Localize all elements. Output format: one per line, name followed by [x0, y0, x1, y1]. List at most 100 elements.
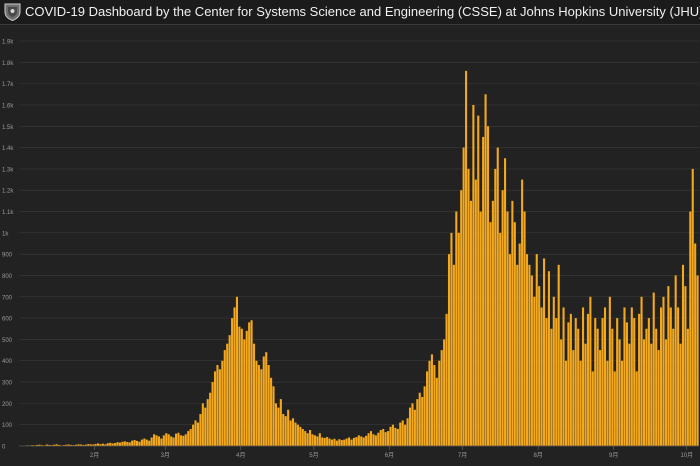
- bar[interactable]: [258, 365, 260, 446]
- bar[interactable]: [260, 369, 262, 446]
- bar[interactable]: [687, 329, 689, 446]
- bar[interactable]: [229, 335, 231, 446]
- bar[interactable]: [209, 393, 211, 446]
- bar[interactable]: [489, 222, 491, 446]
- bar[interactable]: [214, 371, 216, 446]
- bar[interactable]: [158, 436, 160, 446]
- bar[interactable]: [236, 297, 238, 446]
- bar[interactable]: [248, 322, 250, 446]
- bar[interactable]: [460, 190, 462, 446]
- bar[interactable]: [550, 329, 552, 446]
- bar[interactable]: [192, 425, 194, 446]
- bar[interactable]: [494, 169, 496, 446]
- bar[interactable]: [623, 307, 625, 446]
- bar[interactable]: [450, 233, 452, 446]
- bar[interactable]: [353, 438, 355, 446]
- bar[interactable]: [363, 437, 365, 446]
- bar[interactable]: [514, 222, 516, 446]
- bar[interactable]: [672, 329, 674, 446]
- bar[interactable]: [580, 361, 582, 446]
- bar[interactable]: [275, 403, 277, 446]
- bar[interactable]: [375, 435, 377, 446]
- bar[interactable]: [190, 429, 192, 446]
- bar[interactable]: [372, 434, 374, 446]
- bar[interactable]: [409, 408, 411, 446]
- bar[interactable]: [253, 344, 255, 446]
- bar[interactable]: [675, 275, 677, 446]
- bar[interactable]: [304, 431, 306, 446]
- bar[interactable]: [592, 371, 594, 446]
- bar[interactable]: [107, 443, 109, 446]
- bar[interactable]: [502, 190, 504, 446]
- bar[interactable]: [292, 418, 294, 446]
- bar[interactable]: [314, 435, 316, 446]
- bar[interactable]: [619, 339, 621, 446]
- bar[interactable]: [455, 212, 457, 446]
- bar[interactable]: [416, 399, 418, 446]
- bar[interactable]: [660, 307, 662, 446]
- bar[interactable]: [343, 440, 345, 446]
- bar[interactable]: [177, 433, 179, 446]
- bar[interactable]: [294, 423, 296, 446]
- bar[interactable]: [431, 354, 433, 446]
- bar[interactable]: [414, 410, 416, 446]
- bar[interactable]: [465, 71, 467, 446]
- bar[interactable]: [641, 297, 643, 446]
- bar[interactable]: [311, 434, 313, 446]
- bar[interactable]: [307, 433, 309, 446]
- bar[interactable]: [694, 244, 696, 447]
- bar[interactable]: [151, 437, 153, 446]
- bar[interactable]: [497, 148, 499, 446]
- bar[interactable]: [126, 442, 128, 446]
- bar[interactable]: [643, 339, 645, 446]
- bar[interactable]: [599, 350, 601, 446]
- bar[interactable]: [212, 382, 214, 446]
- bar[interactable]: [277, 408, 279, 446]
- bar[interactable]: [480, 212, 482, 446]
- bar[interactable]: [645, 329, 647, 446]
- bar[interactable]: [207, 399, 209, 446]
- bar[interactable]: [428, 361, 430, 446]
- bar[interactable]: [589, 297, 591, 446]
- bar[interactable]: [216, 365, 218, 446]
- bar[interactable]: [348, 437, 350, 446]
- bar[interactable]: [263, 356, 265, 446]
- bar[interactable]: [282, 414, 284, 446]
- bar[interactable]: [170, 436, 172, 446]
- bar[interactable]: [324, 438, 326, 446]
- bar[interactable]: [219, 369, 221, 446]
- bar[interactable]: [506, 212, 508, 446]
- bar[interactable]: [360, 436, 362, 446]
- bar[interactable]: [268, 365, 270, 446]
- bar[interactable]: [380, 430, 382, 446]
- bar[interactable]: [221, 361, 223, 446]
- bar[interactable]: [346, 439, 348, 446]
- bar[interactable]: [397, 429, 399, 446]
- bar[interactable]: [141, 440, 143, 446]
- bar[interactable]: [553, 297, 555, 446]
- bar[interactable]: [521, 180, 523, 446]
- bar[interactable]: [536, 254, 538, 446]
- bar[interactable]: [231, 318, 233, 446]
- bar[interactable]: [194, 420, 196, 446]
- bar[interactable]: [243, 339, 245, 446]
- bar[interactable]: [180, 435, 182, 446]
- bar[interactable]: [438, 361, 440, 446]
- bar[interactable]: [492, 201, 494, 446]
- bar[interactable]: [614, 371, 616, 446]
- bar[interactable]: [670, 307, 672, 446]
- bar[interactable]: [114, 443, 116, 446]
- bar[interactable]: [584, 344, 586, 446]
- bar[interactable]: [653, 293, 655, 446]
- bar[interactable]: [290, 420, 292, 446]
- bar[interactable]: [499, 233, 501, 446]
- bar[interactable]: [650, 344, 652, 446]
- bar[interactable]: [443, 339, 445, 446]
- bar[interactable]: [424, 386, 426, 446]
- bar[interactable]: [226, 344, 228, 446]
- bar[interactable]: [472, 105, 474, 446]
- bar[interactable]: [665, 339, 667, 446]
- bar[interactable]: [475, 180, 477, 446]
- bar[interactable]: [329, 439, 331, 446]
- bar[interactable]: [392, 425, 394, 446]
